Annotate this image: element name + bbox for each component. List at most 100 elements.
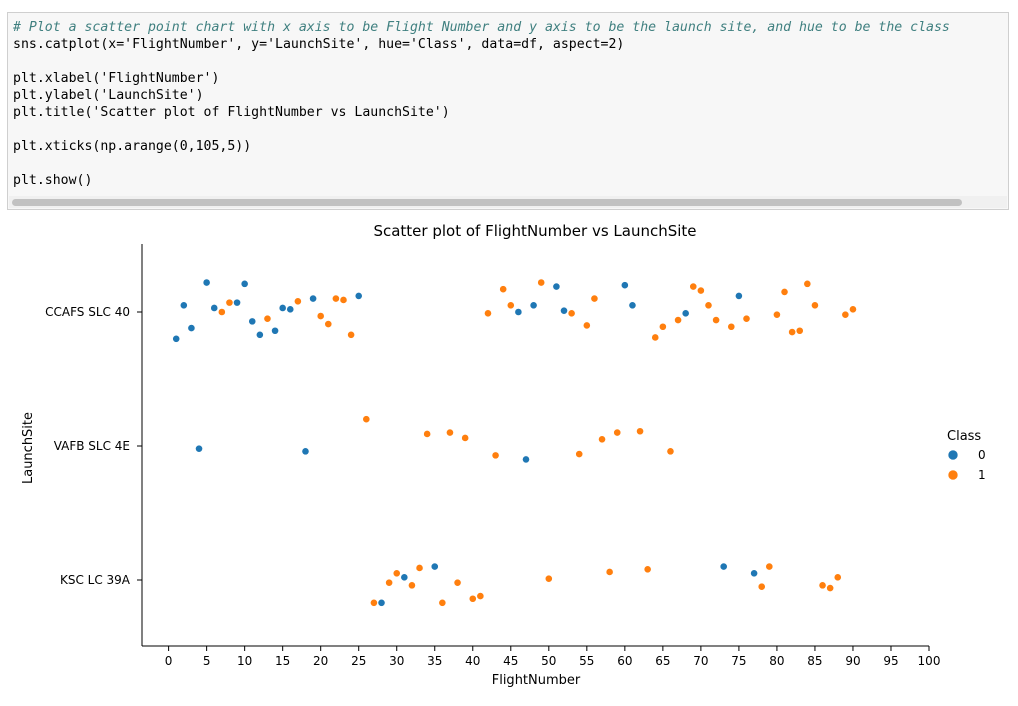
data-point-class-0: [681, 309, 690, 318]
code-line: plt.xlabel('FlightNumber'): [13, 71, 220, 86]
data-point-class-1: [643, 565, 652, 574]
data-point-class-1: [461, 434, 470, 442]
data-point-class-1: [339, 296, 348, 304]
legend-marker-class-0: [947, 449, 959, 461]
data-point-class-1: [263, 314, 272, 323]
data-point-class-1: [362, 415, 371, 424]
data-point-class-1: [803, 279, 812, 288]
data-point-class-1: [567, 309, 576, 318]
x-tick-label: 45: [503, 654, 518, 668]
data-point-class-1: [788, 328, 797, 336]
data-point-class-1: [613, 428, 622, 437]
data-point-class-1: [544, 574, 553, 583]
data-point-class-0: [430, 562, 439, 571]
y-tick-label: KSC LC 39A: [60, 573, 131, 587]
data-point-class-0: [187, 324, 196, 332]
x-tick-label: 80: [769, 654, 784, 668]
x-tick-label: 0: [165, 654, 173, 668]
data-point-class-1: [347, 330, 356, 339]
horizontal-scrollbar[interactable]: [9, 196, 1007, 208]
y-axis-label: LaunchSite: [21, 412, 36, 484]
data-point-class-1: [423, 430, 432, 438]
x-axis-label: FlightNumber: [492, 673, 581, 688]
data-points: [172, 278, 857, 607]
x-tick-label: 15: [275, 654, 290, 668]
x-tick-label: 40: [465, 654, 480, 668]
x-tick-label: 70: [693, 654, 708, 668]
x-tick-label: 30: [389, 654, 404, 668]
code-line: plt.ylabel('LaunchSite'): [13, 88, 204, 103]
data-point-class-1: [674, 316, 682, 324]
x-tick-label: 5: [203, 654, 211, 668]
data-point-class-0: [195, 444, 203, 453]
data-point-class-1: [217, 308, 226, 316]
data-point-class-1: [773, 310, 781, 319]
data-point-class-1: [385, 578, 394, 587]
y-tick-label: VAFB SLC 4E: [54, 439, 130, 453]
data-point-class-1: [636, 427, 644, 436]
data-point-class-1: [780, 288, 789, 296]
data-point-class-0: [400, 573, 409, 582]
code-cell[interactable]: # Plot a scatter point chart with x axis…: [7, 12, 1009, 210]
data-point-class-1: [324, 320, 333, 328]
x-tick-label: 50: [541, 654, 556, 668]
data-point-class-1: [757, 582, 766, 591]
data-point-class-1: [841, 310, 850, 319]
data-point-class-0: [248, 317, 257, 326]
data-point-class-1: [316, 312, 325, 320]
data-point-class-0: [628, 301, 637, 310]
data-point-class-1: [712, 316, 720, 324]
data-point-class-1: [704, 301, 713, 310]
x-tick-label: 25: [351, 654, 366, 668]
data-point-class-1: [370, 598, 378, 607]
x-tick-label: 65: [655, 654, 670, 668]
data-point-class-0: [522, 455, 530, 464]
code-line: [13, 53, 950, 70]
scatter-chart: Scatter plot of FlightNumber vs LaunchSi…: [21, 222, 986, 688]
code-line: # Plot a scatter point chart with x axis…: [13, 20, 950, 35]
data-point-class-1: [438, 598, 447, 607]
data-point-class-1: [293, 297, 302, 306]
x-tick-label: 95: [883, 654, 898, 668]
data-point-class-0: [514, 308, 523, 316]
data-point-class-0: [560, 306, 568, 315]
x-tick-label: 90: [845, 654, 860, 668]
data-point-class-1: [811, 301, 819, 310]
x-tick-label: 55: [579, 654, 594, 668]
data-point-class-1: [727, 322, 736, 331]
legend-title: Class: [947, 429, 981, 444]
data-point-class-0: [719, 562, 728, 571]
code-line: plt.title('Scatter plot of FlightNumber …: [13, 105, 450, 120]
data-point-class-0: [172, 334, 181, 343]
data-point-class-1: [392, 569, 401, 578]
data-point-class-1: [849, 305, 857, 314]
scrollbar-thumb[interactable]: [12, 199, 962, 206]
data-point-class-0: [552, 282, 561, 291]
data-point-class-0: [240, 279, 249, 288]
data-point-class-1: [658, 322, 667, 331]
data-point-class-1: [765, 562, 774, 571]
data-point-class-0: [529, 301, 538, 310]
legend-label: 1: [978, 468, 986, 482]
data-point-class-1: [408, 581, 416, 590]
data-point-class-1: [225, 298, 234, 307]
data-point-class-0: [301, 447, 310, 456]
code-line: [13, 121, 950, 138]
data-point-class-1: [506, 301, 515, 310]
data-point-class-1: [415, 564, 424, 572]
data-point-class-1: [499, 285, 508, 294]
code-line: sns.catplot(x='FlightNumber', y='LaunchS…: [13, 37, 625, 52]
data-point-class-1: [590, 294, 599, 303]
data-point-class-0: [735, 292, 743, 300]
data-point-class-0: [278, 304, 287, 312]
x-tick-label: 20: [313, 654, 328, 668]
x-tick-label: 85: [807, 654, 822, 668]
data-point-class-0: [286, 305, 295, 314]
axes: 0 5 10 15 20 25 30 35 40 45 50 55 60 65 70 75 80 85 90 95 10…: [45, 244, 940, 668]
data-point-class-1: [537, 278, 546, 287]
data-point-class-1: [331, 294, 340, 303]
data-point-class-1: [582, 321, 591, 330]
x-tick-label: 75: [731, 654, 746, 668]
data-point-class-0: [233, 298, 241, 307]
data-point-class-1: [696, 286, 705, 295]
